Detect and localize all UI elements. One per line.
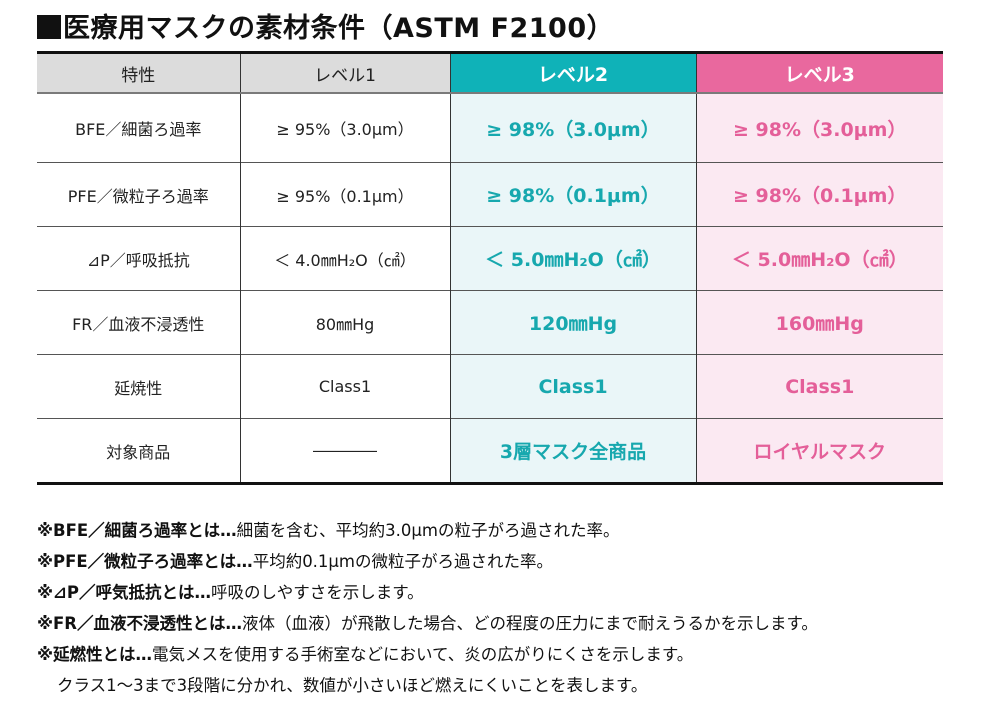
header-property: 特性 — [37, 52, 240, 94]
level2-cell: 120㎜Hg — [449, 290, 696, 355]
table-row-products: 対象商品 ―――― 3層マスク全商品 ロイヤルマスク — [37, 418, 943, 484]
property-cell: FR／血液不浸透性 — [37, 290, 240, 355]
table-row-pfe: PFE／微粒子ろ過率 ≥ 95%（0.1μm） ≥ 98%（0.1μm） ≥ 9… — [37, 162, 943, 227]
level3-cell: 160㎜Hg — [695, 290, 943, 355]
table-row-flammability: 延焼性 Class1 Class1 Class1 — [37, 354, 943, 419]
footnote-desc: 平均約0.1μmの微粒子がろ過された率。 — [252, 552, 553, 571]
level3-cell: ＜ 5.0㎜H₂O（㎠） — [695, 226, 943, 291]
level2-cell: ＜ 5.0㎜H₂O（㎠） — [449, 226, 696, 291]
header-level1: レベル1 — [239, 52, 450, 94]
footnote-term: ※延燃性とは… — [37, 645, 153, 664]
footnote-continuation: クラス1〜3まで3段階に分かれ、数値が小さいほど燃えにくいことを表します。 — [57, 676, 648, 695]
header-level3: レベル3 — [695, 52, 943, 94]
level1-cell: ≥ 95%（3.0μm） — [239, 93, 450, 163]
footnote-term: ※FR／血液不浸透性とは… — [37, 614, 243, 633]
level2-cell: 3層マスク全商品 — [449, 418, 696, 484]
header-level2: レベル2 — [449, 52, 696, 94]
footnote-bfe: ※BFE／細菌ろ過率とは…細菌を含む、平均約3.0μmの粒子がろ過された率。 — [37, 515, 818, 546]
footnote-term: ※BFE／細菌ろ過率とは… — [37, 521, 237, 540]
property-cell: BFE／細菌ろ過率 — [75, 120, 202, 139]
level1-cell: ＜ 4.0㎜H₂O（㎠） — [239, 226, 450, 291]
level2-cell: Class1 — [449, 354, 696, 419]
footnote-desc: 電気メスを使用する手術室などにおいて、炎の広がりにくさを示します。 — [152, 645, 694, 664]
footnote-term: ※PFE／微粒子ろ過率とは… — [37, 552, 253, 571]
square-bullet-icon — [37, 15, 61, 39]
property-cell: ⊿P／呼吸抵抗 — [37, 226, 240, 291]
level3-cell: ≥ 98%（0.1μm） — [695, 162, 943, 227]
property-cell: 延焼性 — [37, 354, 240, 419]
page-title: 医療用マスクの素材条件（ASTM F2100） — [37, 6, 614, 45]
property-cell: PFE／微粒子ろ過率 — [37, 162, 240, 227]
level1-cell: ―――― — [239, 418, 450, 484]
level1-cell: Class1 — [239, 354, 450, 419]
footnote-term: ※⊿P／呼気抵抗とは… — [37, 583, 211, 602]
table-row-fr: FR／血液不浸透性 80㎜Hg 120㎜Hg 160㎜Hg — [37, 290, 943, 355]
page-title-text: 医療用マスクの素材条件（ASTM F2100） — [63, 13, 615, 44]
level3-cell: ≥ 98%（3.0μm） — [695, 93, 943, 163]
level2-cell: ≥ 98%（0.1μm） — [449, 162, 696, 227]
astm-spec-table: 特性 レベル1 レベル2 レベル3 BFE／細菌ろ過率 ≥ 95%（3.0μm）… — [37, 51, 943, 485]
level1-cell: 80㎜Hg — [239, 290, 450, 355]
table-row-delta-p: ⊿P／呼吸抵抗 ＜ 4.0㎜H₂O（㎠） ＜ 5.0㎜H₂O（㎠） ＜ 5.0㎜… — [37, 226, 943, 291]
footnote-desc: 細菌を含む、平均約3.0μmの粒子がろ過された率。 — [236, 521, 620, 540]
footnotes: ※BFE／細菌ろ過率とは…細菌を含む、平均約3.0μmの粒子がろ過された率。 ※… — [37, 515, 818, 701]
footnote-desc: 呼吸のしやすさを示します。 — [210, 583, 424, 602]
footnote-fr: ※FR／血液不浸透性とは…液体（血液）が飛散した場合、どの程度の圧力にまで耐えう… — [37, 608, 818, 639]
level1-cell: ≥ 95%（0.1μm） — [239, 162, 450, 227]
table-row-bfe: BFE／細菌ろ過率 ≥ 95%（3.0μm） ≥ 98%（3.0μm） ≥ 98… — [37, 93, 943, 163]
footnote-delta-p: ※⊿P／呼気抵抗とは…呼吸のしやすさを示します。 — [37, 577, 818, 608]
footnote-pfe: ※PFE／微粒子ろ過率とは…平均約0.1μmの微粒子がろ過された率。 — [37, 546, 818, 577]
footnote-flammability: ※延燃性とは…電気メスを使用する手術室などにおいて、炎の広がりにくさを示します。 — [37, 639, 818, 670]
level3-cell: ロイヤルマスク — [695, 418, 943, 484]
property-cell: 対象商品 — [37, 418, 240, 484]
level2-cell: ≥ 98%（3.0μm） — [449, 93, 696, 163]
level3-cell: Class1 — [695, 354, 943, 419]
table-header-row: 特性 レベル1 レベル2 レベル3 — [37, 52, 943, 94]
footnote-desc: 液体（血液）が飛散した場合、どの程度の圧力にまで耐えうるかを示します。 — [242, 614, 818, 633]
